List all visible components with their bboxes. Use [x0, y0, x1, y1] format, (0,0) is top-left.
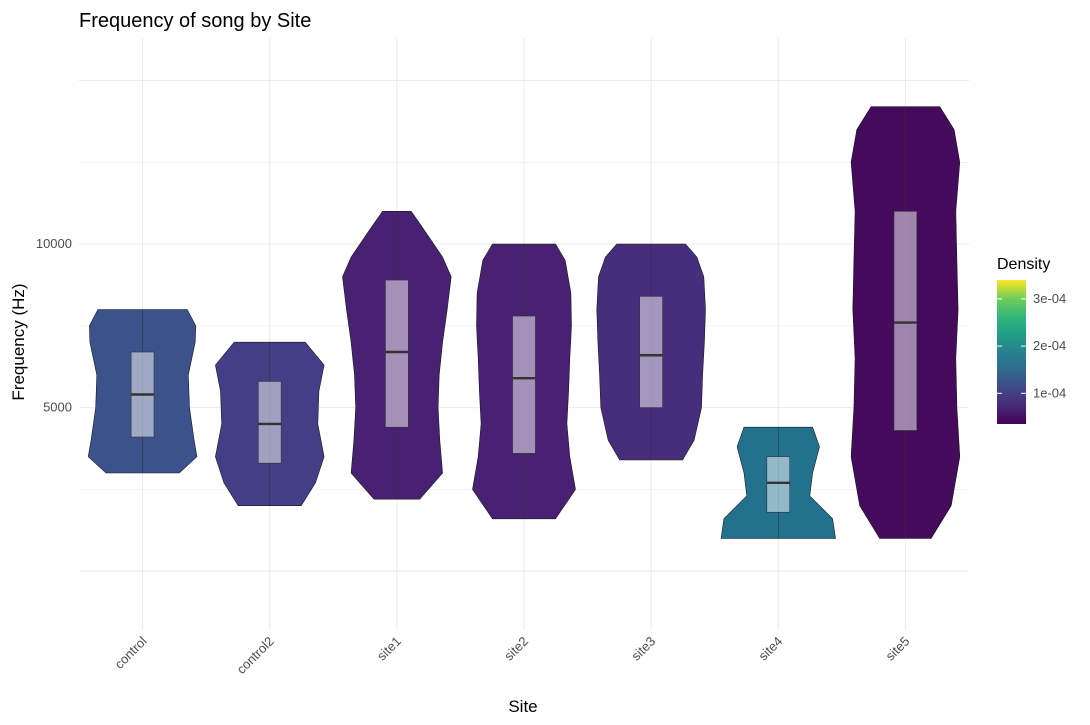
boxplots — [130, 106, 918, 539]
y-axis-title: Frequency (Hz) — [9, 283, 28, 400]
y-tick-label: 10000 — [36, 236, 72, 251]
legend-title: Density — [997, 256, 1050, 273]
legend-ticks: 1e-04 2e-04 3e-04 — [997, 291, 1066, 400]
y-tick-label: 5000 — [43, 400, 72, 415]
x-tick-label: site4 — [755, 634, 785, 664]
x-tick-label: site3 — [628, 634, 658, 664]
density-legend: Density 1e-04 2e-04 3e-04 — [997, 256, 1066, 424]
x-tick-label: site2 — [501, 634, 531, 664]
box-site2 — [512, 315, 536, 454]
box-control2 — [257, 381, 282, 464]
box-site4 — [766, 456, 791, 513]
box-site1 — [385, 279, 409, 428]
x-axis-title: Site — [508, 697, 537, 716]
x-tick-label: control2 — [234, 634, 277, 677]
legend-colorbar — [997, 280, 1026, 424]
box-site3 — [639, 296, 663, 408]
x-tick-label: site5 — [883, 634, 913, 664]
legend-tick-label: 2e-04 — [1033, 338, 1066, 353]
legend-tick-label: 1e-04 — [1033, 385, 1066, 400]
box-site5 — [893, 211, 918, 431]
y-tick-labels: 5000 10000 — [36, 236, 72, 415]
chart-title: Frequency of song by Site — [79, 10, 311, 32]
x-tick-labels: control control2 site1 site2 site3 site4 site5 — [111, 633, 912, 676]
x-tick-label: site1 — [374, 634, 404, 664]
legend-tick-label: 3e-04 — [1033, 291, 1066, 306]
x-tick-label: control — [111, 633, 149, 671]
